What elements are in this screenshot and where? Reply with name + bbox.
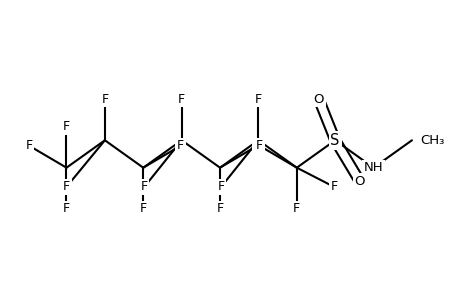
Text: F: F [141, 180, 148, 193]
Text: CH₃: CH₃ [420, 134, 444, 147]
Text: S: S [330, 133, 340, 148]
Text: F: F [256, 139, 263, 152]
Text: F: F [140, 202, 147, 215]
Text: F: F [63, 202, 70, 215]
Text: F: F [63, 120, 70, 133]
Text: F: F [63, 180, 70, 193]
Text: F: F [254, 139, 261, 152]
Text: F: F [293, 202, 300, 215]
Text: F: F [178, 93, 185, 106]
Text: F: F [218, 180, 225, 193]
Text: F: F [255, 93, 262, 106]
Text: NH: NH [364, 161, 383, 174]
Text: F: F [101, 93, 109, 106]
Text: F: F [177, 139, 184, 152]
Text: O: O [355, 175, 365, 188]
Text: F: F [26, 139, 33, 152]
Text: F: F [217, 202, 224, 215]
Text: O: O [314, 93, 324, 106]
Text: F: F [330, 180, 338, 193]
